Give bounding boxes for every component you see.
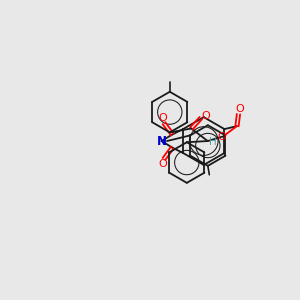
Text: O: O xyxy=(236,104,244,114)
Text: O: O xyxy=(201,111,210,121)
Text: O: O xyxy=(158,159,167,169)
Text: O: O xyxy=(158,113,167,123)
Text: H: H xyxy=(209,137,217,147)
Text: N: N xyxy=(157,134,166,148)
Text: O: O xyxy=(217,133,226,142)
